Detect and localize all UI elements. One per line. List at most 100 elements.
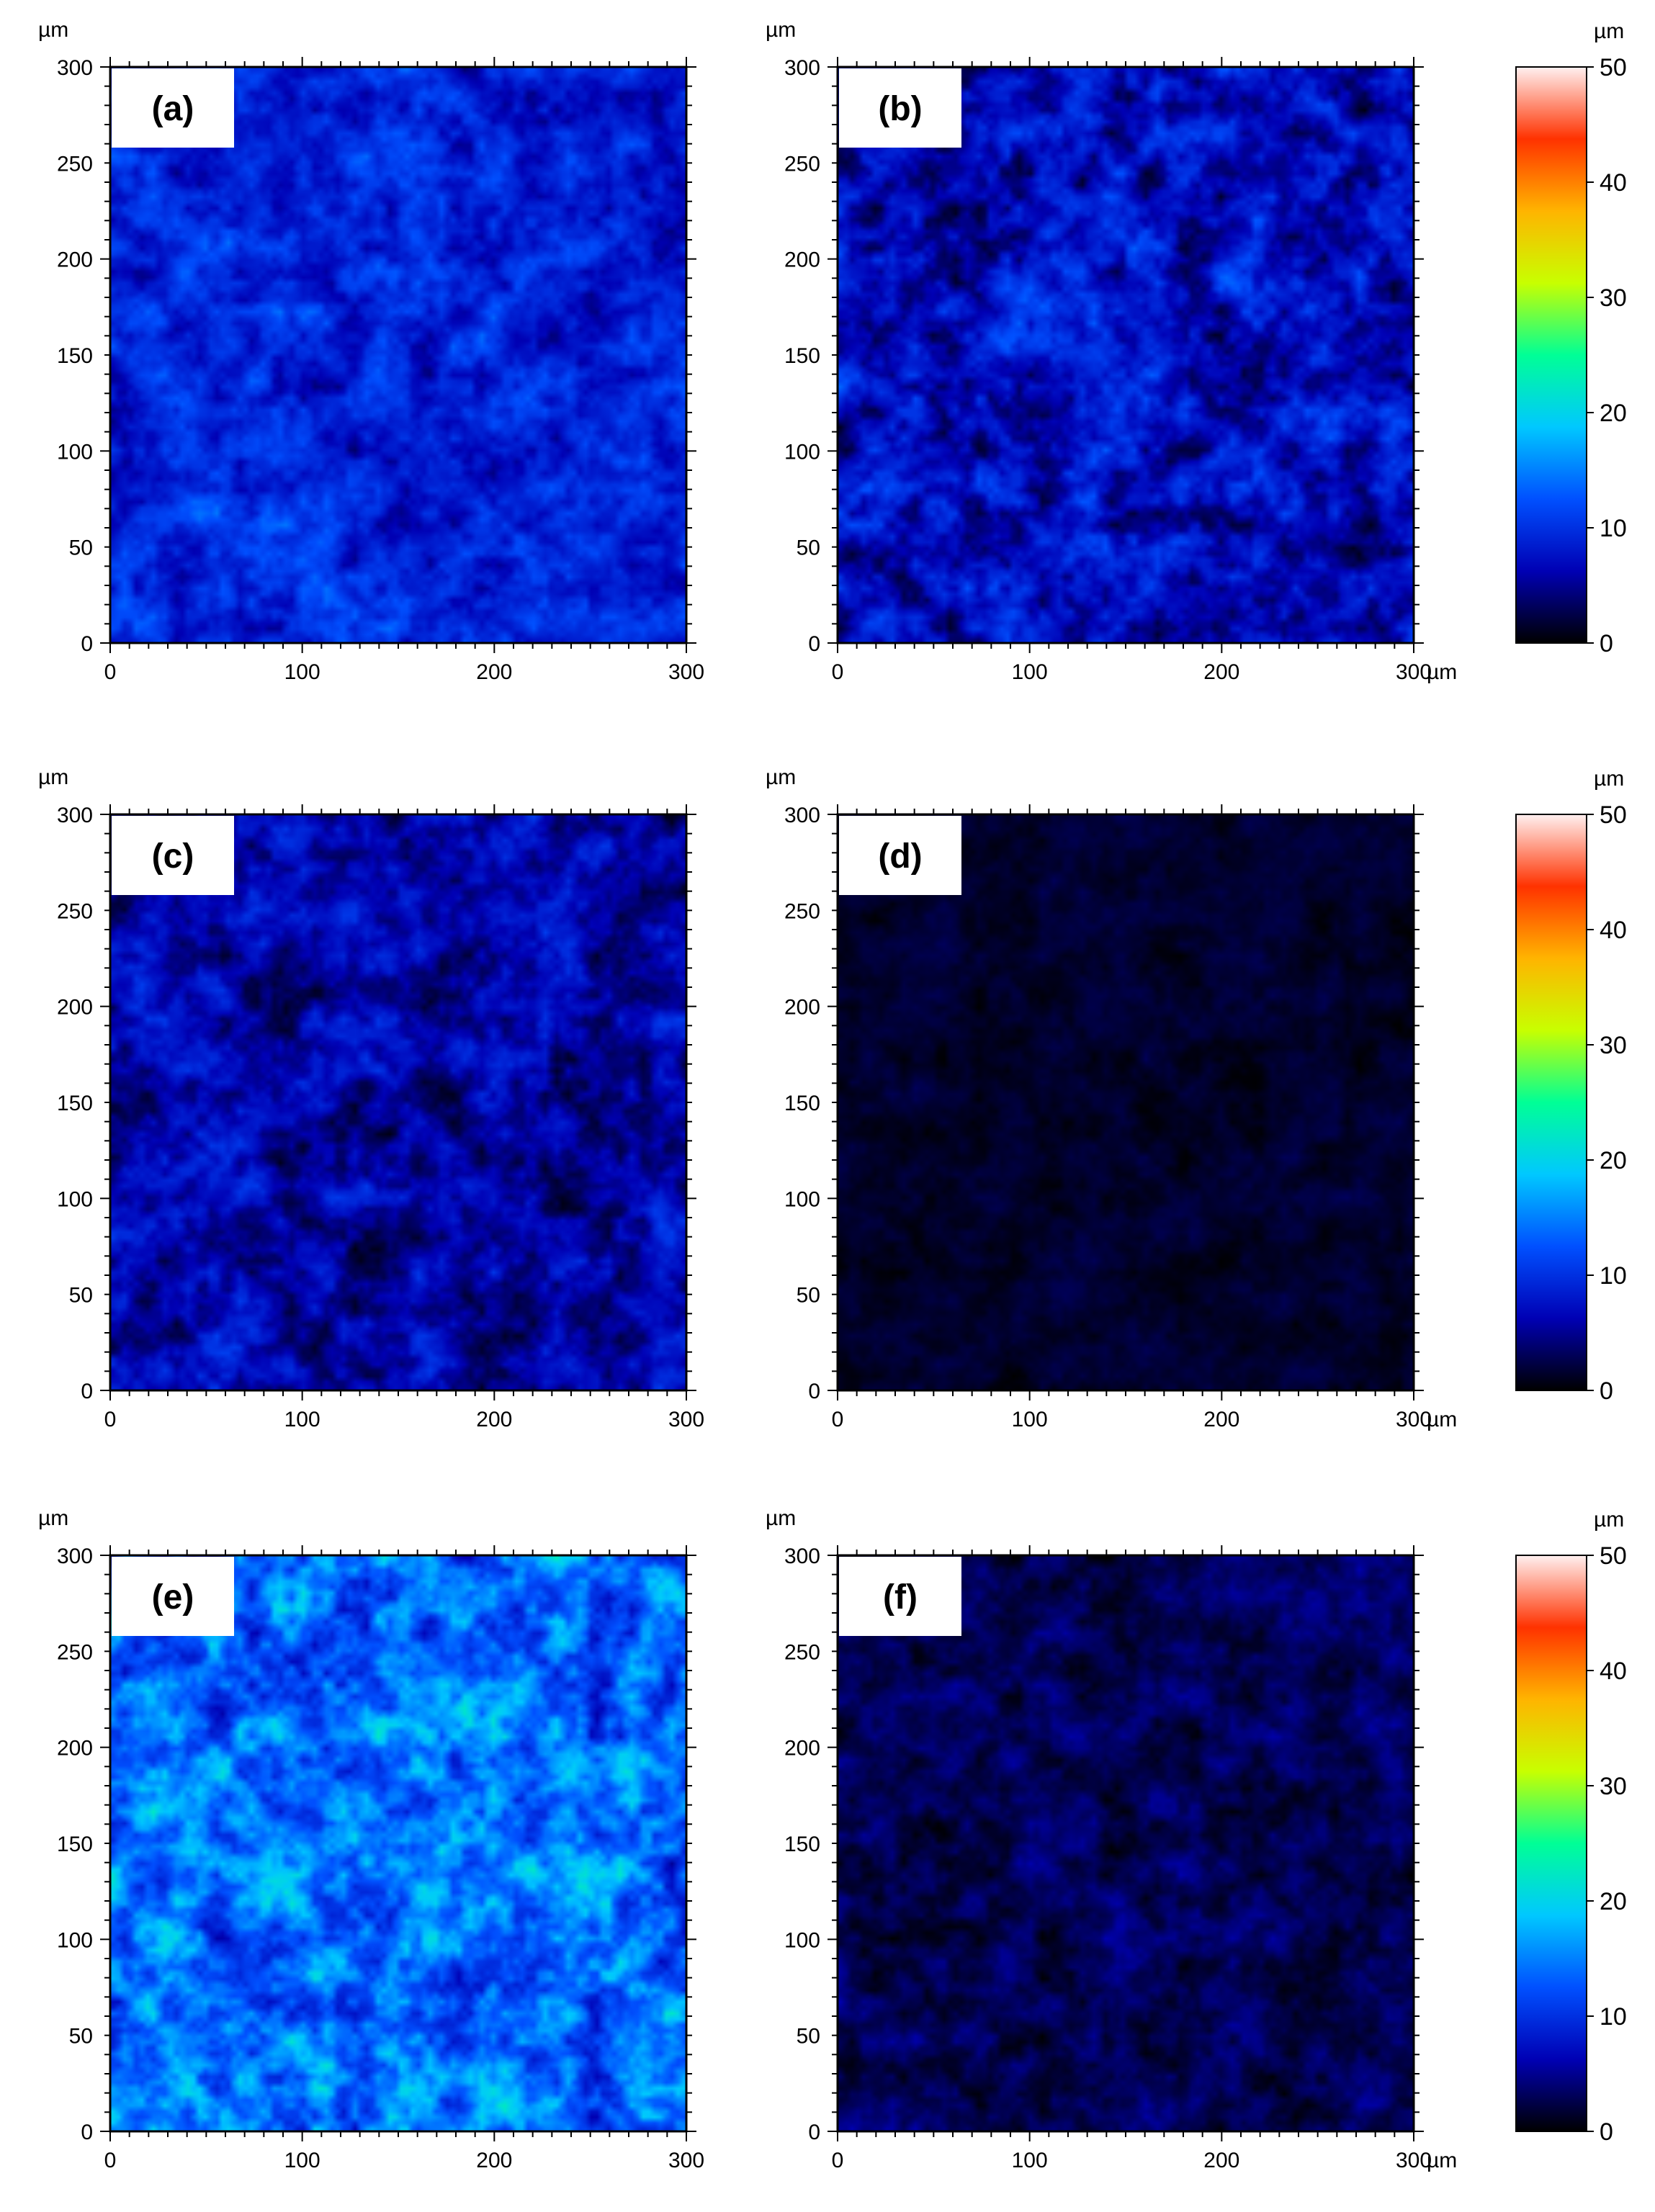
- x-tick-label: 200: [476, 660, 512, 684]
- colorbar-tick-label: 50: [1600, 801, 1627, 829]
- y-tick-label: 50: [797, 536, 820, 560]
- colorbar-3: µm 0 10 20 30 40 50: [1515, 1508, 1627, 2146]
- height-map-image: [838, 1555, 1414, 2131]
- y-tick-label: 100: [57, 1187, 93, 1211]
- y-unit-label: µm: [38, 18, 68, 42]
- colorbar-tick-label: 40: [1600, 917, 1627, 944]
- y-tick-label: 150: [57, 1092, 93, 1115]
- y-tick-label: 300: [784, 804, 820, 827]
- x-tick-label: 0: [832, 660, 844, 684]
- y-unit-label: µm: [38, 765, 68, 789]
- y-tick-label: 100: [57, 440, 93, 464]
- y-tick-label: 0: [81, 632, 93, 656]
- panel-label: (e): [152, 1578, 194, 1617]
- y-tick-label: 200: [57, 248, 93, 272]
- x-tick-label: 300: [1396, 1408, 1432, 1431]
- y-tick-label: 300: [784, 56, 820, 80]
- colorbar-tick-label: 50: [1600, 1542, 1627, 1570]
- panel-label-box: [839, 68, 961, 148]
- y-tick-label: 0: [808, 2121, 820, 2144]
- y-tick-label: 100: [784, 1928, 820, 1952]
- x-tick-label: 100: [284, 2149, 320, 2172]
- x-tick-label: 300: [668, 2149, 704, 2172]
- y-unit-label: µm: [38, 1506, 68, 1530]
- colorbar-tick-label: 50: [1600, 54, 1627, 81]
- y-tick-label: 200: [784, 248, 820, 272]
- colorbar-tick-label: 10: [1600, 1262, 1627, 1290]
- y-tick-label: 300: [57, 1545, 93, 1568]
- x-tick-label: 200: [1203, 660, 1239, 684]
- y-tick-label: 200: [784, 996, 820, 1020]
- y-tick-label: 300: [57, 56, 93, 80]
- x-tick-label: 0: [832, 1408, 844, 1431]
- y-unit-label: µm: [766, 18, 796, 42]
- panel-label-box: [112, 816, 234, 895]
- x-tick-label: 300: [1396, 660, 1432, 684]
- y-tick-label: 0: [808, 1380, 820, 1403]
- panel-label-box: [839, 1557, 961, 1636]
- y-tick-label: 0: [81, 2121, 93, 2144]
- y-tick-label: 200: [57, 1737, 93, 1761]
- x-tick-label: 0: [832, 2149, 844, 2172]
- height-map-image: [838, 67, 1414, 643]
- colorbar-tick-label: 20: [1600, 1147, 1627, 1174]
- colorbar-tick-label: 20: [1600, 400, 1627, 427]
- height-map-image: [838, 814, 1414, 1390]
- x-unit-label: µm: [1427, 660, 1457, 684]
- y-tick-label: 250: [57, 1640, 93, 1664]
- y-tick-label: 50: [797, 2025, 820, 2049]
- y-tick-label: 250: [57, 152, 93, 176]
- y-unit-label: µm: [766, 765, 796, 789]
- y-tick-label: 150: [57, 1833, 93, 1856]
- panel-c: 0 100 200 300 0 50 100 150 200 250 300 µm (c): [38, 765, 704, 1431]
- colorbar-tick-label: 40: [1600, 169, 1627, 197]
- y-tick-label: 100: [57, 1928, 93, 1952]
- colorbar-tick-label: 10: [1600, 2003, 1627, 2031]
- y-tick-label: 200: [784, 1737, 820, 1761]
- panel-label-box: [112, 1557, 234, 1636]
- colorbar-unit-label: µm: [1594, 1508, 1624, 1532]
- x-unit-label: µm: [1427, 2149, 1457, 2172]
- y-tick-label: 50: [69, 536, 93, 560]
- y-tick-label: 200: [57, 996, 93, 1020]
- panel-label: (a): [152, 90, 194, 128]
- panel-label: (c): [152, 837, 194, 876]
- y-tick-label: 100: [784, 1187, 820, 1211]
- colorbar-gradient: [1515, 1555, 1587, 2132]
- colorbar-tick-label: 10: [1600, 515, 1627, 542]
- x-tick-label: 200: [476, 2149, 512, 2172]
- y-tick-label: 150: [784, 1833, 820, 1856]
- colorbar-1: µm 0 10 20 30 40 50: [1515, 19, 1627, 657]
- panel-label-box: [839, 816, 961, 895]
- colorbar-tick-label: 0: [1600, 2118, 1613, 2146]
- colorbar-tick-label: 40: [1600, 1658, 1627, 1685]
- colorbar-gradient: [1515, 814, 1587, 1391]
- colorbar-unit-label: µm: [1594, 767, 1624, 791]
- colorbar-tick-label: 0: [1600, 630, 1613, 657]
- colorbar-tick-label: 30: [1600, 1773, 1627, 1800]
- y-tick-label: 250: [784, 899, 820, 923]
- panel-label: (b): [878, 90, 922, 128]
- y-tick-label: 50: [69, 2025, 93, 2049]
- colorbar-tick-label: 20: [1600, 1888, 1627, 1915]
- panel-label: (d): [878, 837, 922, 876]
- x-tick-label: 200: [476, 1408, 512, 1431]
- height-map-image: [110, 67, 686, 643]
- x-tick-label: 300: [668, 660, 704, 684]
- height-map-image: [110, 1555, 686, 2131]
- y-tick-label: 150: [784, 1092, 820, 1115]
- y-tick-label: 250: [57, 899, 93, 923]
- colorbar-tick-label: 30: [1600, 1032, 1627, 1059]
- colorbar-gradient: [1515, 66, 1587, 644]
- y-unit-label: µm: [766, 1506, 796, 1530]
- y-tick-label: 300: [784, 1545, 820, 1568]
- y-tick-label: 150: [784, 344, 820, 368]
- x-tick-label: 200: [1203, 1408, 1239, 1431]
- y-tick-label: 0: [808, 632, 820, 656]
- x-tick-label: 100: [1012, 660, 1048, 684]
- x-tick-label: 0: [104, 660, 117, 684]
